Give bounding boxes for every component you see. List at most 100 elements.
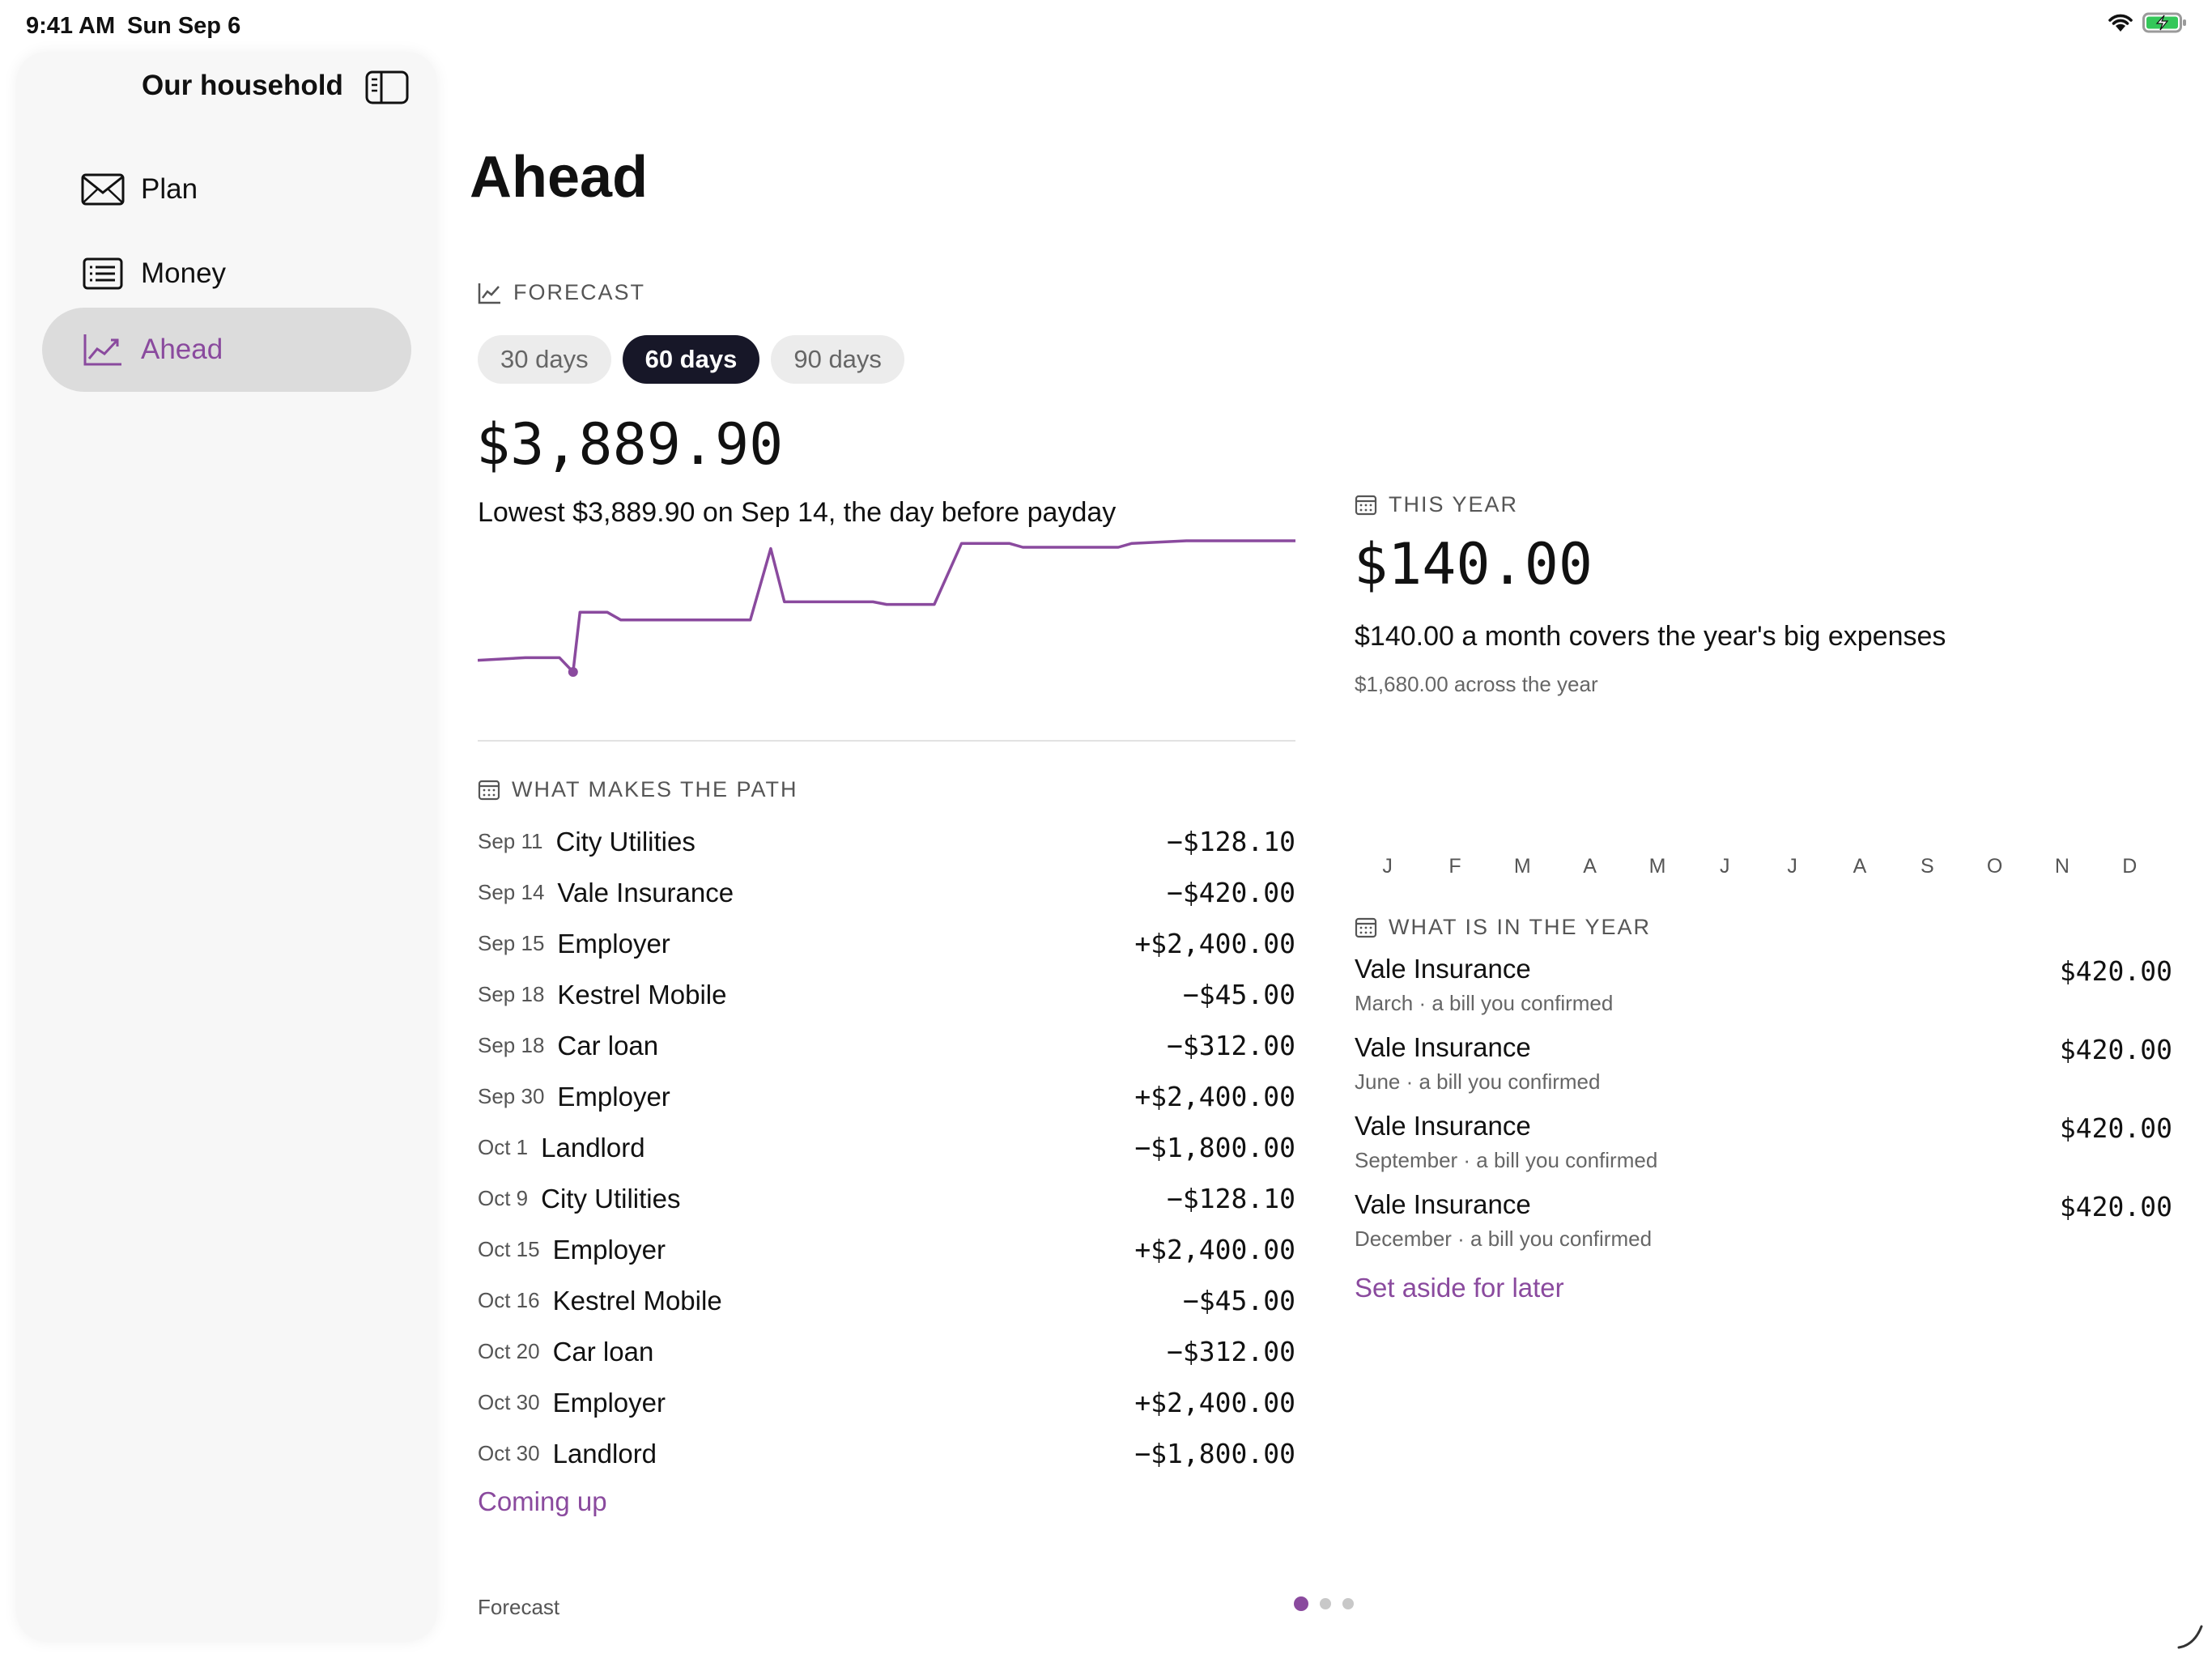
list-item[interactable]: Sep 14 Vale Insurance −$420.00 [478,867,1295,918]
forecast-amount: $3,889.90 [476,411,784,478]
list-item[interactable]: Oct 15 Employer +$2,400.00 [478,1224,1295,1275]
status-icons [2107,11,2188,38]
page-dot-active[interactable] [1294,1596,1308,1611]
item-amount: $420.00 [2059,955,2172,987]
item-name: Vale Insurance [1355,1189,1531,1219]
month-label: J [1382,855,1393,878]
row-date: Sep 18 [478,1033,545,1057]
row-amount: −$420.00 [1167,877,1295,908]
list-item[interactable]: Vale Insurance June · a bill you confirm… [1355,1032,2172,1111]
range-90-days-button[interactable]: 90 days [771,335,904,384]
chart-line-icon [478,283,500,304]
month-label: S [1920,855,1934,878]
row-date: Oct 30 [478,1441,540,1465]
row-payee: Kestrel Mobile [552,1285,722,1316]
item-name: Vale Insurance [1355,1032,1531,1062]
wifi-icon [2107,12,2134,37]
item-amount: $420.00 [2059,1034,2172,1065]
sidebar-item-ahead[interactable]: Ahead [42,308,411,392]
calendar-icon [1355,917,1377,937]
list-item[interactable]: Sep 11 City Utilities −$128.10 [478,816,1295,867]
row-payee: Landlord [541,1132,645,1163]
lowest-point-marker [568,667,578,677]
row-payee: Employer [552,1387,666,1418]
list-icon [81,256,125,291]
page-dot[interactable] [1342,1598,1354,1609]
list-item[interactable]: Oct 30 Employer +$2,400.00 [478,1377,1295,1428]
row-payee: Car loan [557,1030,659,1061]
list-item[interactable]: Vale Insurance September · a bill you co… [1355,1111,2172,1189]
list-item[interactable]: Vale Insurance March · a bill you confir… [1355,954,2172,1032]
coming-up-link[interactable]: Coming up [478,1486,607,1516]
row-payee: City Utilities [541,1183,681,1214]
forecast-line-chart [478,539,1295,677]
item-detail: June · a bill you confirmed [1355,1069,1601,1094]
list-item[interactable]: Vale Insurance December · a bill you con… [1355,1189,2172,1268]
row-date: Oct 9 [478,1186,529,1210]
calendar-icon [1355,495,1377,515]
footer-label: Forecast [478,1595,560,1619]
list-item[interactable]: Sep 18 Car loan −$312.00 [478,1020,1295,1071]
month-label: A [1583,855,1597,878]
month-label: M [1513,855,1531,878]
month-label: A [1853,855,1867,878]
forecast-series-line [478,539,1295,674]
month-label: J [1720,855,1730,878]
status-date: Sun Sep 6 [127,13,241,39]
month-label: J [1787,855,1797,878]
divider [478,740,1295,742]
row-payee: Landlord [552,1438,657,1469]
row-payee: City Utilities [555,826,696,857]
list-item[interactable]: Sep 15 Employer +$2,400.00 [478,918,1295,969]
forecast-label-text: FORECAST [513,280,646,304]
list-item[interactable]: Oct 16 Kestrel Mobile −$45.00 [478,1275,1295,1326]
sidebar: Our household Plan [16,52,437,1642]
range-60-days-button[interactable]: 60 days [622,335,760,384]
row-date: Oct 1 [478,1135,529,1159]
range-30-days-button[interactable]: 30 days [478,335,611,384]
row-amount: −$45.00 [1182,979,1295,1010]
item-name: Vale Insurance [1355,954,1531,984]
sidebar-toggle-button[interactable] [365,70,409,105]
item-name: Vale Insurance [1355,1111,1531,1141]
sidebar-item-money[interactable]: Money [42,232,411,316]
month-label: F [1448,855,1461,878]
page-indicator[interactable] [1294,1596,1354,1611]
month-strip: J F M A M J J A S O N D [1354,855,2163,878]
row-date: Oct 20 [478,1339,540,1363]
row-payee: Car loan [552,1336,654,1367]
list-item[interactable]: Oct 1 Landlord −$1,800.00 [478,1122,1295,1173]
list-item[interactable]: Oct 30 Landlord −$1,800.00 [478,1428,1295,1479]
row-amount: +$2,400.00 [1134,1234,1295,1265]
this-year-section-label: THIS YEAR [1355,492,1518,517]
row-amount: −$128.10 [1167,1183,1295,1214]
sidebar-item-label: Plan [141,173,198,205]
row-date: Sep 11 [478,829,543,853]
household-title: Our household [142,70,343,101]
month-label: O [1986,855,2003,878]
this-year-label-text: THIS YEAR [1389,492,1519,517]
this-year-detail: $1,680.00 across the year [1355,672,1598,696]
set-aside-link[interactable]: Set aside for later [1355,1273,1564,1303]
list-item[interactable]: Oct 20 Car loan −$312.00 [478,1326,1295,1377]
list-item[interactable]: Oct 9 City Utilities −$128.10 [478,1173,1295,1224]
row-date: Oct 16 [478,1288,540,1312]
sidebar-icon [365,70,409,104]
range-segmented-control: 30 days 60 days 90 days [478,335,904,384]
page-title: Ahead [470,145,649,210]
status-bar: 9:41 AM Sun Sep 6 [0,0,2212,52]
forecast-summary: Lowest $3,889.90 on Sep 14, the day befo… [478,497,1117,528]
list-item[interactable]: Sep 30 Employer +$2,400.00 [478,1071,1295,1122]
list-item[interactable]: Sep 18 Kestrel Mobile −$45.00 [478,969,1295,1020]
sidebar-item-plan[interactable]: Plan [42,147,411,232]
sidebar-item-label: Money [141,257,227,289]
row-date: Sep 30 [478,1084,545,1108]
resize-handle-icon[interactable] [2176,1622,2204,1650]
page-dot[interactable] [1320,1598,1331,1609]
row-date: Oct 15 [478,1237,540,1261]
row-payee: Employer [557,1081,670,1112]
row-amount: +$2,400.00 [1134,1081,1295,1112]
item-detail: March · a bill you confirmed [1355,991,1614,1015]
month-label: N [2054,855,2069,878]
row-amount: −$1,800.00 [1134,1438,1295,1469]
